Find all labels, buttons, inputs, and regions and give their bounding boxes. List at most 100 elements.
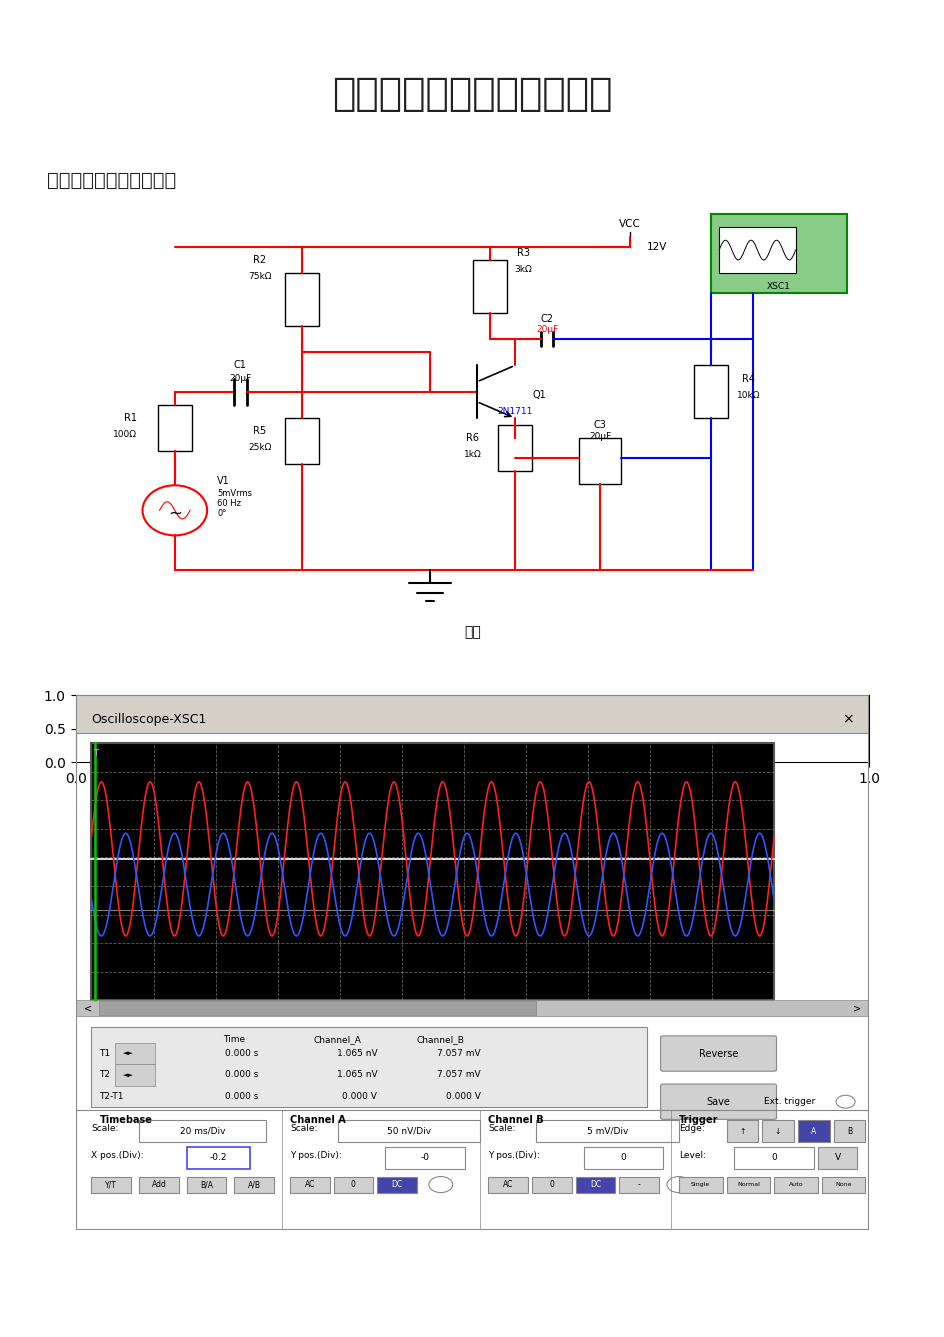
Text: Scale:: Scale:: [92, 1124, 119, 1132]
Bar: [726, 1177, 769, 1193]
Bar: [718, 227, 795, 273]
Text: ×: ×: [841, 713, 852, 726]
Text: Channel A: Channel A: [290, 1115, 346, 1124]
Text: C1: C1: [233, 361, 246, 370]
Text: 12V: 12V: [647, 242, 666, 251]
Text: Channel_A: Channel_A: [313, 1035, 362, 1044]
Text: T: T: [93, 749, 98, 758]
Text: 1.065 nV: 1.065 nV: [336, 1050, 377, 1058]
Text: Reverse: Reverse: [699, 1048, 737, 1059]
Text: 5mVrms: 5mVrms: [217, 489, 252, 499]
Text: VCC: VCC: [618, 219, 640, 229]
Text: 一．电流反馈式偏置电路: 一．电流反馈式偏置电路: [47, 171, 177, 190]
Text: Save: Save: [706, 1096, 730, 1107]
Text: 20μF: 20μF: [588, 432, 611, 441]
Bar: [290, 1177, 329, 1193]
Bar: [497, 425, 531, 471]
Bar: [535, 1120, 678, 1142]
Text: Y pos.(Div):: Y pos.(Div):: [290, 1151, 342, 1159]
Text: -: -: [637, 1181, 640, 1189]
Text: Scale:: Scale:: [290, 1124, 317, 1132]
Text: Y/T: Y/T: [106, 1181, 117, 1189]
Text: R1: R1: [124, 413, 137, 422]
Text: 0.000 s: 0.000 s: [225, 1071, 258, 1079]
Bar: [92, 743, 773, 1000]
Bar: [115, 1043, 155, 1064]
Text: 1.065 nV: 1.065 nV: [336, 1071, 377, 1079]
Text: 60 Hz: 60 Hz: [217, 499, 241, 508]
FancyBboxPatch shape: [660, 1084, 776, 1119]
Bar: [762, 1120, 793, 1142]
Text: 0.000 V: 0.000 V: [342, 1092, 377, 1100]
Text: R3: R3: [516, 249, 530, 258]
Bar: [187, 1177, 227, 1193]
Bar: [92, 1027, 647, 1107]
Bar: [158, 405, 192, 451]
Text: 7.057 mV: 7.057 mV: [436, 1071, 480, 1079]
Text: Time: Time: [223, 1035, 245, 1044]
Text: Single: Single: [690, 1182, 710, 1187]
Bar: [187, 1147, 250, 1169]
Bar: [377, 1177, 416, 1193]
FancyBboxPatch shape: [660, 1036, 776, 1071]
Text: 图一: 图一: [464, 626, 480, 639]
Text: 3kΩ: 3kΩ: [514, 265, 531, 274]
Bar: [579, 439, 621, 484]
Text: Y pos.(Div):: Y pos.(Div):: [488, 1151, 540, 1159]
Text: 模拟电子技术基础实验报告: 模拟电子技术基础实验报告: [332, 75, 612, 112]
Text: 5 mV/Div: 5 mV/Div: [586, 1127, 628, 1135]
Text: R2: R2: [253, 255, 266, 265]
Bar: [285, 273, 319, 326]
Text: V: V: [834, 1154, 840, 1162]
Bar: [821, 1177, 865, 1193]
Text: C3: C3: [593, 420, 606, 429]
Text: Scale:: Scale:: [488, 1124, 515, 1132]
Bar: [139, 1177, 178, 1193]
Text: Normal: Normal: [736, 1182, 759, 1187]
Text: 0: 0: [770, 1154, 776, 1162]
Text: None: None: [834, 1182, 851, 1187]
Bar: [99, 1001, 535, 1015]
Bar: [234, 1177, 274, 1193]
Text: Ext. trigger: Ext. trigger: [764, 1098, 815, 1106]
Text: -0: -0: [420, 1154, 429, 1162]
Bar: [139, 1120, 266, 1142]
Text: 100Ω: 100Ω: [112, 431, 137, 439]
Text: ◄►: ◄►: [123, 1051, 134, 1056]
Text: <: <: [83, 1003, 92, 1013]
Bar: [678, 1177, 722, 1193]
Text: Oscilloscope-XSC1: Oscilloscope-XSC1: [92, 713, 207, 726]
Bar: [618, 1177, 658, 1193]
Text: 50 nV/Div: 50 nV/Div: [386, 1127, 430, 1135]
Text: 0°: 0°: [217, 509, 227, 519]
Text: 1kΩ: 1kΩ: [464, 449, 480, 459]
Bar: [337, 1120, 480, 1142]
Text: 2N1711: 2N1711: [497, 406, 532, 416]
Text: 20μF: 20μF: [535, 325, 558, 334]
Text: 10kΩ: 10kΩ: [736, 390, 760, 400]
Text: -0.2: -0.2: [210, 1154, 227, 1162]
Bar: [773, 1177, 817, 1193]
Text: Trigger: Trigger: [678, 1115, 717, 1124]
Text: Edge:: Edge:: [678, 1124, 704, 1132]
Text: T1: T1: [99, 1050, 110, 1058]
Bar: [531, 1177, 571, 1193]
Bar: [575, 1177, 615, 1193]
Text: C2: C2: [540, 314, 553, 325]
Text: ↓: ↓: [774, 1127, 781, 1135]
Text: A: A: [810, 1127, 816, 1135]
Text: Timebase: Timebase: [99, 1115, 152, 1124]
Text: R4: R4: [742, 373, 754, 384]
Bar: [583, 1147, 663, 1169]
Text: 0.000 s: 0.000 s: [225, 1092, 258, 1100]
Text: B/A: B/A: [200, 1181, 212, 1189]
Text: 7.057 mV: 7.057 mV: [436, 1050, 480, 1058]
Text: Channel B: Channel B: [488, 1115, 544, 1124]
Text: 0: 0: [548, 1181, 554, 1189]
Text: 0.000 V: 0.000 V: [445, 1092, 480, 1100]
Text: B: B: [846, 1127, 851, 1135]
Text: ◄►: ◄►: [123, 1072, 134, 1078]
Text: T2: T2: [99, 1071, 110, 1079]
Text: X pos.(Div):: X pos.(Div):: [92, 1151, 143, 1159]
Text: AC: AC: [502, 1181, 513, 1189]
